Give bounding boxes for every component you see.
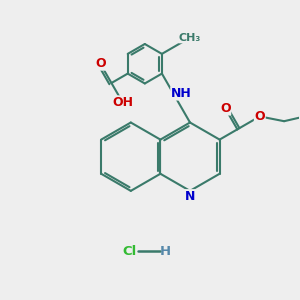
Text: O: O	[220, 102, 231, 115]
Text: O: O	[254, 110, 265, 123]
Text: CH₃: CH₃	[179, 33, 201, 43]
Text: N: N	[185, 190, 195, 203]
Text: OH: OH	[112, 96, 133, 109]
Text: NH: NH	[171, 87, 192, 100]
Text: Cl: Cl	[122, 244, 136, 258]
Text: H: H	[159, 244, 170, 258]
Text: O: O	[95, 57, 106, 70]
